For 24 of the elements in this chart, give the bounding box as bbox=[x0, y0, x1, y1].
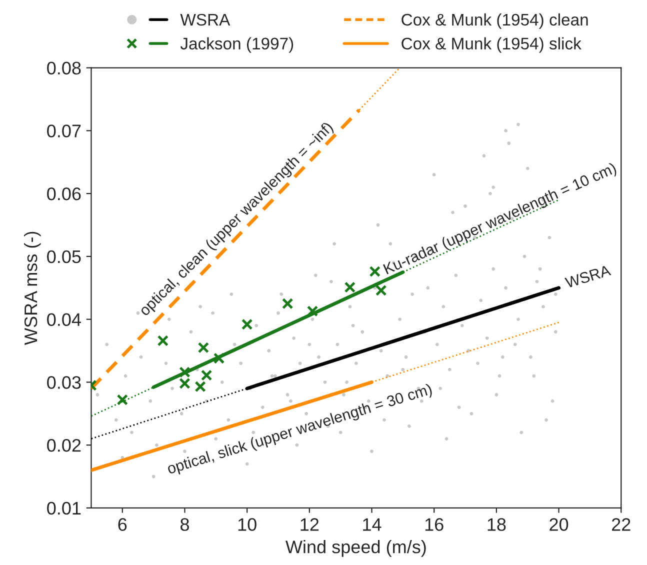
y-axis-title: WSRA mss (-) bbox=[24, 232, 41, 345]
x-axis-title: Wind speed (m/s) bbox=[286, 540, 426, 557]
legend-label: Jackson (1997) bbox=[180, 37, 294, 53]
annotation: WSRA bbox=[564, 264, 612, 288]
x-tick-label: 6 bbox=[118, 518, 127, 531]
legend-label: Cox & Munk (1954) slick bbox=[402, 37, 582, 53]
x-tick-label: 18 bbox=[488, 518, 506, 531]
x-tick-label: 22 bbox=[612, 518, 630, 531]
y-tick-label: 0.07 bbox=[47, 124, 81, 138]
y-tick-label: 0.06 bbox=[47, 187, 81, 200]
x-tick-label: 16 bbox=[425, 518, 444, 531]
legend-label: Cox & Munk (1954) clean bbox=[402, 13, 588, 29]
y-tick-label: 0.02 bbox=[47, 438, 81, 452]
x-tick-label: 8 bbox=[180, 518, 189, 531]
y-tick-label: 0.01 bbox=[47, 502, 81, 515]
x-tick-label: 10 bbox=[238, 518, 256, 531]
y-tick-label: 0.04 bbox=[47, 313, 81, 326]
x-tick-label: 20 bbox=[550, 518, 568, 531]
x-tick-label: 14 bbox=[363, 518, 382, 531]
legend-label: WSRA bbox=[180, 14, 230, 26]
x-tick-label: 12 bbox=[300, 518, 319, 531]
y-tick-label: 0.05 bbox=[47, 250, 81, 264]
y-tick-label: 0.03 bbox=[47, 376, 81, 389]
y-tick-label: 0.08 bbox=[47, 62, 81, 75]
